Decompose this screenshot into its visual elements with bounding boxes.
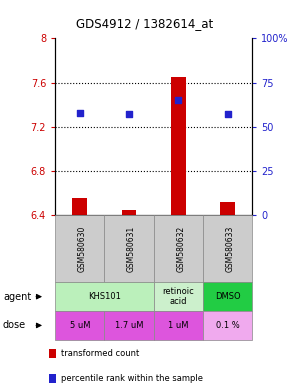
Point (225, 111, 230, 118)
Text: 1.7 uM: 1.7 uM (115, 321, 143, 330)
Text: DMSO: DMSO (215, 292, 240, 301)
Text: GSM580630: GSM580630 (78, 225, 87, 272)
Text: percentile rank within the sample: percentile rank within the sample (61, 374, 204, 383)
Text: GSM580632: GSM580632 (176, 225, 185, 272)
Bar (220, 202, 235, 215)
Text: GDS4912 / 1382614_at: GDS4912 / 1382614_at (76, 17, 214, 30)
Point (176, 97, 181, 103)
Bar (72, 199, 87, 215)
Text: agent: agent (3, 291, 31, 302)
Text: 5 uM: 5 uM (70, 321, 90, 330)
Point (77, 109, 82, 116)
Point (127, 111, 131, 118)
Text: 0.1 %: 0.1 % (216, 321, 240, 330)
Text: 1 uM: 1 uM (168, 321, 188, 330)
Text: retinoic
acid: retinoic acid (162, 287, 194, 306)
Text: KHS101: KHS101 (88, 292, 121, 301)
Text: GSM580633: GSM580633 (226, 225, 235, 272)
Bar (122, 210, 136, 215)
Bar (171, 77, 186, 215)
Text: GSM580631: GSM580631 (127, 225, 136, 272)
Text: dose: dose (3, 320, 26, 331)
Text: transformed count: transformed count (61, 349, 140, 358)
